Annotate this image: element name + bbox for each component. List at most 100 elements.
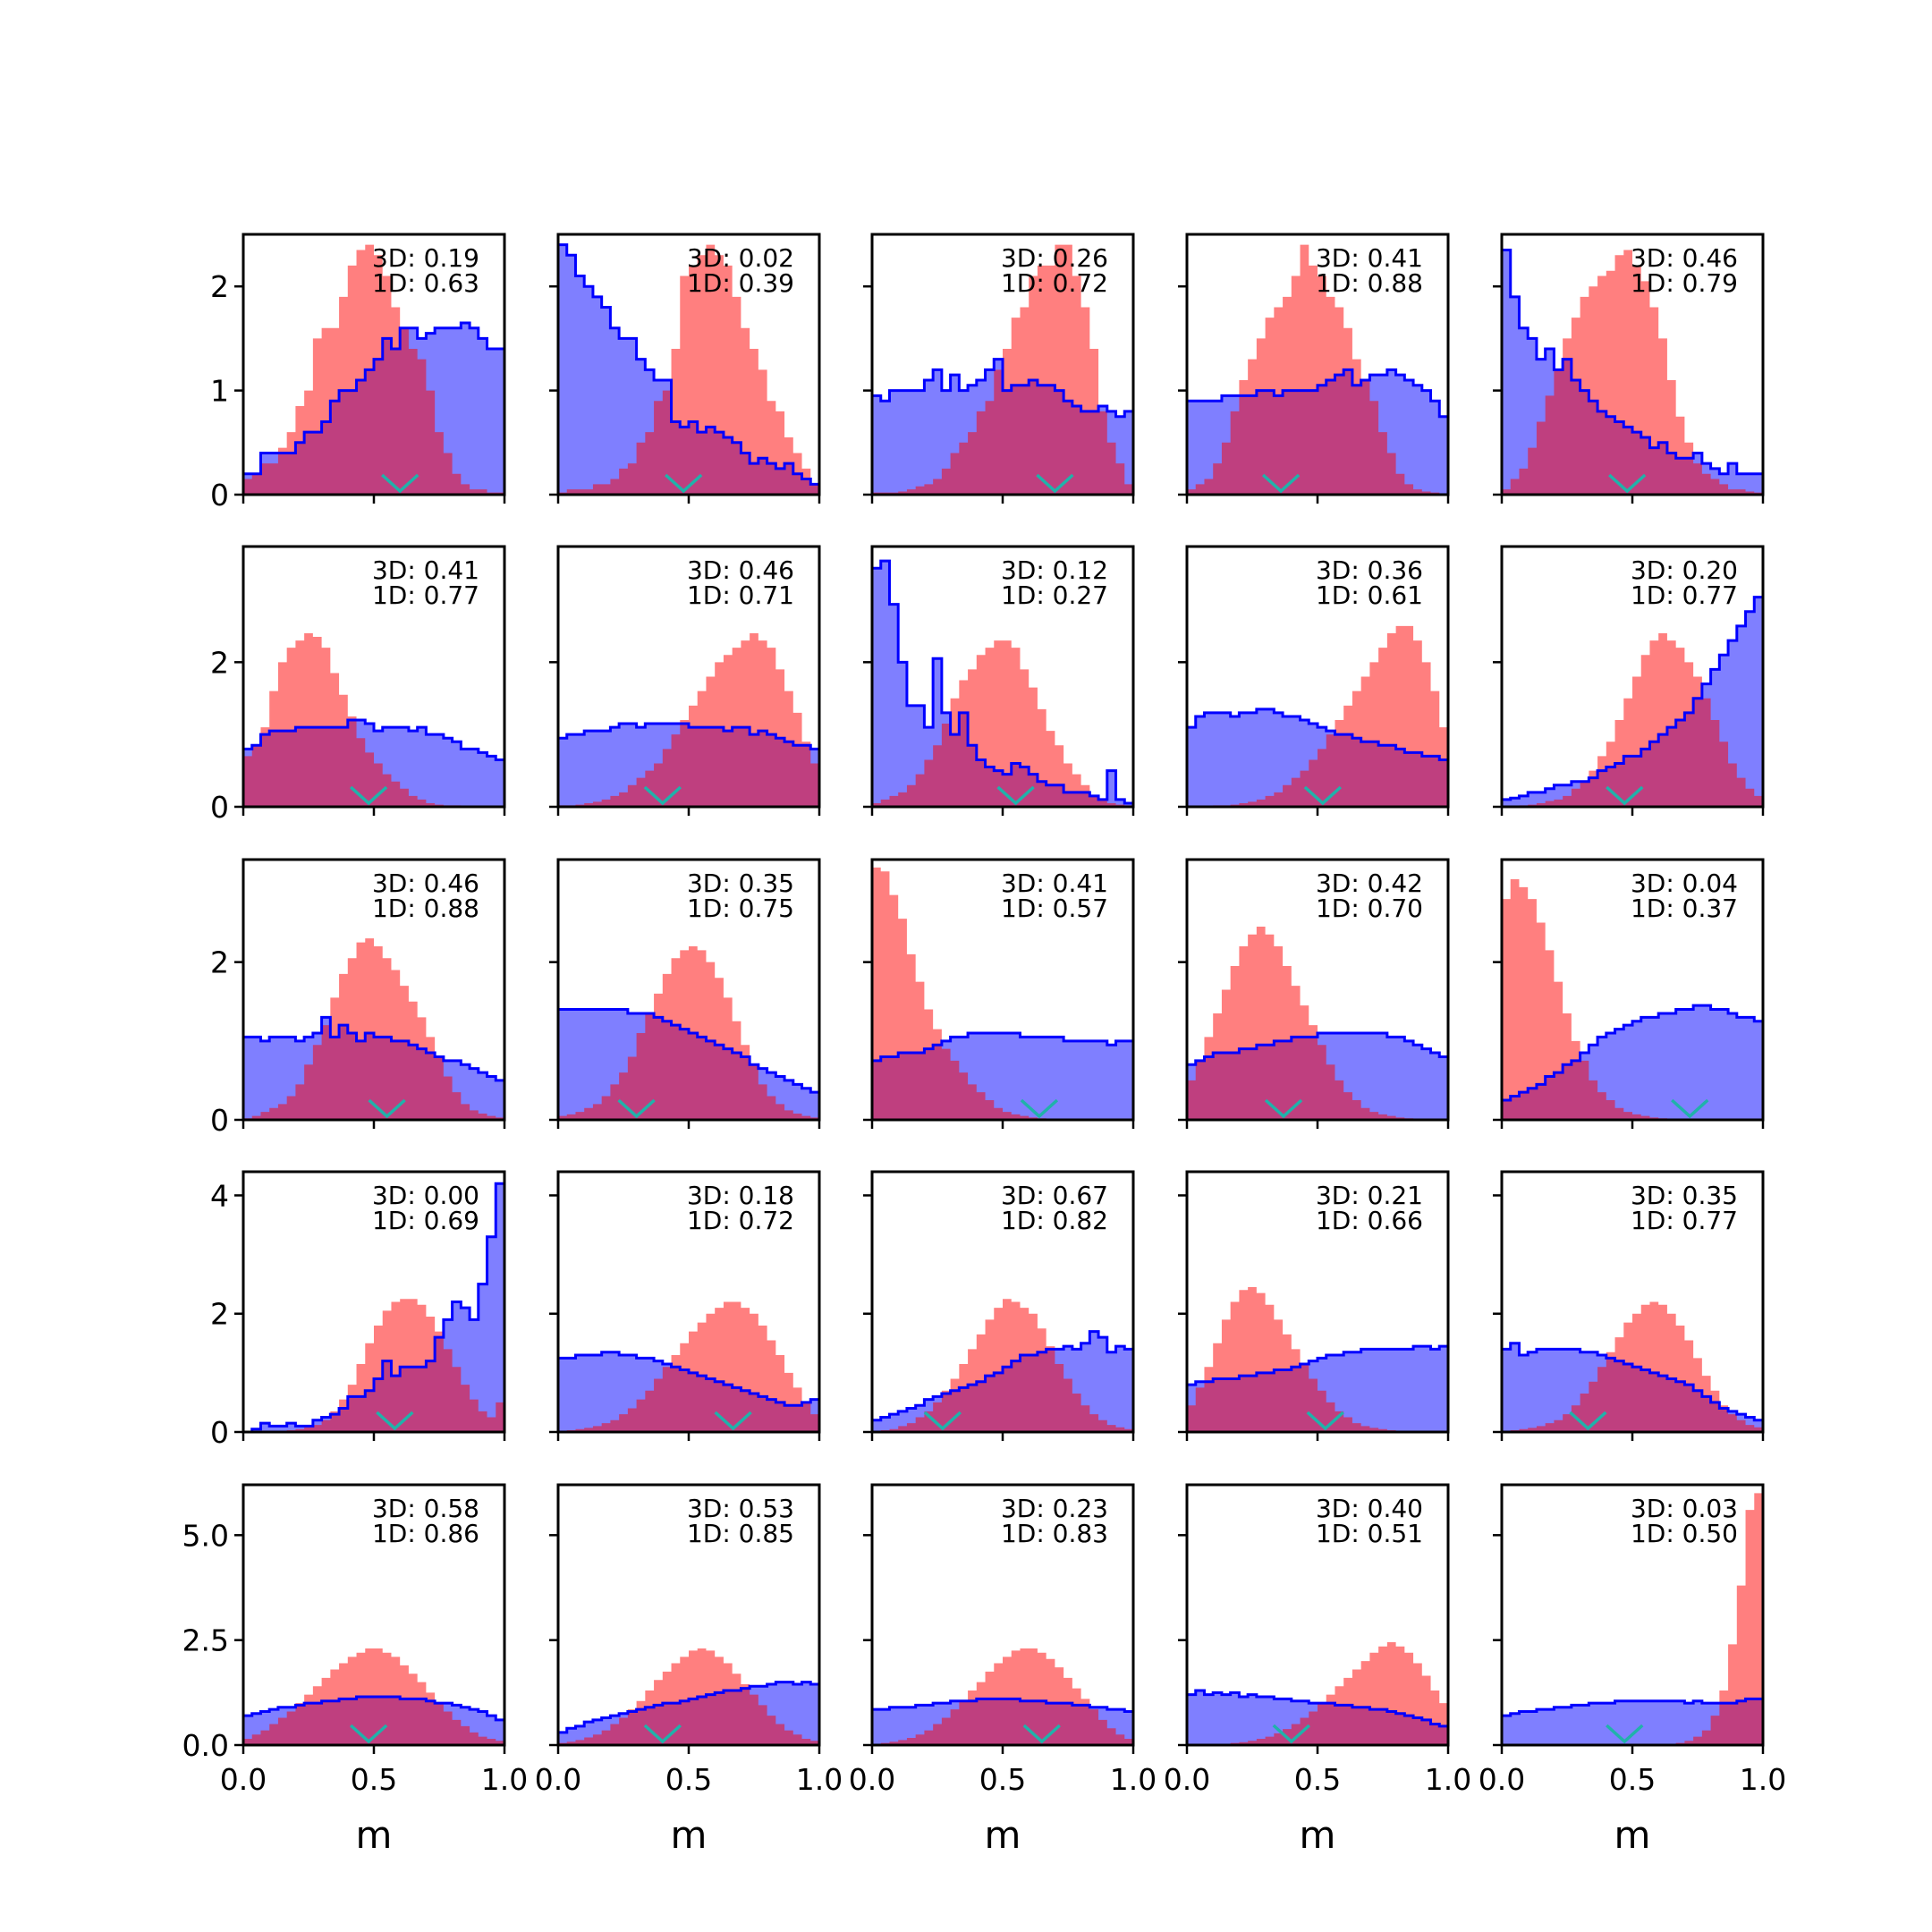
y-tick-label: 5.0 [182, 1518, 229, 1553]
marker-v [1261, 473, 1301, 494]
histogram-red-fill [1502, 879, 1763, 1120]
marker-v [643, 1724, 682, 1744]
label-1d: 1D: 0.50 [1631, 1519, 1738, 1548]
label-1d: 1D: 0.63 [372, 268, 479, 298]
label-1d: 1D: 0.77 [1631, 1206, 1738, 1235]
x-tick-label: 0.5 [665, 1762, 712, 1797]
label-1d: 1D: 0.66 [1316, 1206, 1423, 1235]
marker-v [1569, 1411, 1607, 1431]
label-3d: 3D: 0.46 [372, 869, 479, 898]
histogram-red-fill [1502, 250, 1763, 495]
histogram-red-fill [243, 938, 504, 1120]
histogram-blue-step [243, 1015, 504, 1082]
histogram-blue-step [558, 243, 819, 486]
histogram-red-fill [1187, 1286, 1448, 1432]
histogram-red-fill [1502, 1493, 1763, 1745]
label-1d: 1D: 0.70 [1316, 894, 1423, 923]
histogram-blue-step [1502, 1004, 1763, 1102]
label-3d: 3D: 0.00 [372, 1181, 479, 1210]
y-tick-label: 1 [210, 374, 229, 409]
label-3d: 3D: 0.19 [372, 243, 479, 273]
label-3d: 3D: 0.18 [687, 1181, 794, 1210]
y-tick-label: 0 [210, 1415, 229, 1450]
histogram-red-fill [558, 1301, 819, 1432]
histogram-blue-step [872, 1031, 1133, 1063]
label-3d: 3D: 0.41 [372, 555, 479, 585]
marker-v [1671, 1098, 1709, 1119]
label-1d: 1D: 0.69 [372, 1206, 479, 1235]
x-tick-label: 1.0 [796, 1762, 843, 1797]
y-tick-label: 0 [210, 1103, 229, 1138]
label-3d: 3D: 0.35 [687, 869, 794, 898]
label-3d: 3D: 0.46 [687, 555, 794, 585]
label-3d: 3D: 0.46 [1631, 243, 1738, 273]
label-1d: 1D: 0.71 [687, 580, 794, 610]
histogram-red-fill [558, 1648, 819, 1745]
label-1d: 1D: 0.88 [1316, 268, 1423, 298]
label-3d: 3D: 0.41 [1316, 243, 1423, 273]
y-tick-label: 0 [210, 790, 229, 825]
label-3d: 3D: 0.35 [1631, 1181, 1738, 1210]
y-tick-label: 2 [210, 645, 229, 680]
label-3d: 3D: 0.12 [1001, 555, 1108, 585]
label-1d: 1D: 0.82 [1001, 1206, 1108, 1235]
label-1d: 1D: 0.83 [1001, 1519, 1108, 1548]
histogram-blue-step [558, 1681, 819, 1734]
x-axis-label: m [671, 1813, 708, 1857]
histogram-blue-step [1187, 708, 1448, 761]
histogram-blue-fill [558, 244, 819, 495]
histogram-blue-step [1187, 1031, 1448, 1066]
marker-v [1022, 1724, 1061, 1744]
label-3d: 3D: 0.41 [1001, 869, 1108, 898]
histogram-blue-step [1502, 248, 1763, 476]
x-tick-label: 0.0 [535, 1762, 581, 1797]
histogram-blue-step [558, 1008, 819, 1094]
x-tick-label: 0.0 [1479, 1762, 1525, 1797]
histogram-blue-step [872, 358, 1133, 419]
label-1d: 1D: 0.27 [1001, 580, 1108, 610]
marker-v [1303, 785, 1343, 806]
label-1d: 1D: 0.75 [687, 894, 794, 923]
label-1d: 1D: 0.86 [372, 1519, 479, 1548]
label-3d: 3D: 0.23 [1001, 1494, 1108, 1523]
histogram-blue-step [243, 1182, 504, 1434]
x-axis-label: m [356, 1813, 393, 1857]
label-3d: 3D: 0.04 [1631, 869, 1738, 898]
marker-v [664, 473, 703, 494]
y-tick-label: 4 [210, 1178, 229, 1213]
label-3d: 3D: 0.36 [1316, 555, 1423, 585]
histogram-red-fill [872, 640, 1133, 807]
histogram-blue-fill [1502, 1699, 1763, 1745]
histogram-red-fill [558, 244, 819, 495]
histogram-blue-step [243, 321, 504, 476]
histogram-blue-step [872, 1330, 1133, 1422]
label-1d: 1D: 0.88 [372, 894, 479, 923]
y-tick-label: 0.0 [182, 1728, 229, 1763]
x-tick-label: 1.0 [1740, 1762, 1786, 1797]
label-1d: 1D: 0.79 [1631, 268, 1738, 298]
label-1d: 1D: 0.85 [687, 1519, 794, 1548]
histogram-red-fill [1187, 244, 1448, 495]
y-tick-label: 2 [210, 269, 229, 304]
label-1d: 1D: 0.39 [687, 268, 794, 298]
marker-v [381, 473, 419, 494]
marker-v [617, 1098, 656, 1119]
marker-v [1306, 1411, 1344, 1431]
x-tick-label: 0.0 [220, 1762, 267, 1797]
marker-v [1020, 1098, 1059, 1119]
